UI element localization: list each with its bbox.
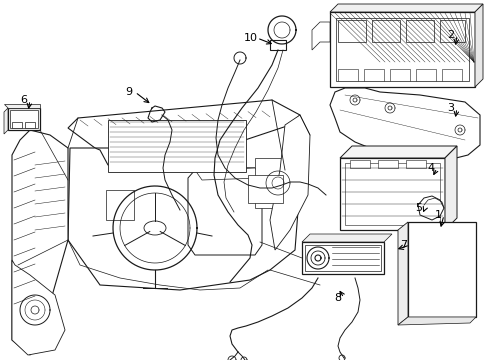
Polygon shape <box>398 222 408 325</box>
Bar <box>108 120 246 172</box>
Bar <box>10 110 38 128</box>
Text: 1: 1 <box>435 210 441 220</box>
Bar <box>406 160 426 168</box>
Polygon shape <box>68 148 300 290</box>
Bar <box>8 108 40 130</box>
Polygon shape <box>330 88 480 162</box>
Bar <box>305 245 381 271</box>
Bar <box>302 242 384 274</box>
Polygon shape <box>302 234 392 242</box>
Bar <box>416 69 436 81</box>
Bar <box>338 20 366 42</box>
Bar <box>330 12 475 87</box>
Polygon shape <box>12 130 68 355</box>
Text: 5: 5 <box>416 203 422 213</box>
Polygon shape <box>12 260 65 355</box>
Text: 4: 4 <box>427 163 435 173</box>
Bar <box>255 158 300 208</box>
Bar <box>408 222 476 317</box>
Ellipse shape <box>144 221 166 235</box>
Polygon shape <box>340 146 457 158</box>
Text: 2: 2 <box>447 30 455 40</box>
Bar <box>338 69 358 81</box>
Bar <box>350 160 370 168</box>
Bar <box>372 20 400 42</box>
Bar <box>406 20 434 42</box>
Bar <box>390 69 410 81</box>
Bar <box>270 40 286 50</box>
Text: 7: 7 <box>400 240 408 250</box>
Bar <box>442 69 462 81</box>
Polygon shape <box>4 108 8 134</box>
Polygon shape <box>68 100 300 148</box>
Bar <box>378 160 398 168</box>
Text: 6: 6 <box>21 95 27 105</box>
Polygon shape <box>330 4 483 12</box>
Text: 10: 10 <box>244 33 258 43</box>
Bar <box>25 122 35 128</box>
Bar <box>248 175 283 203</box>
Text: 3: 3 <box>447 103 455 113</box>
Polygon shape <box>418 196 444 220</box>
Bar <box>345 163 440 225</box>
Polygon shape <box>195 168 262 180</box>
Polygon shape <box>312 22 330 50</box>
Polygon shape <box>4 104 40 108</box>
Bar <box>340 158 445 230</box>
Polygon shape <box>475 4 483 87</box>
Text: 8: 8 <box>335 293 342 303</box>
Bar <box>336 18 469 81</box>
Bar <box>12 122 22 128</box>
Polygon shape <box>445 146 457 230</box>
Bar <box>364 69 384 81</box>
Polygon shape <box>188 168 262 255</box>
Bar <box>440 20 465 42</box>
Polygon shape <box>398 317 476 325</box>
Text: 9: 9 <box>125 87 133 97</box>
Polygon shape <box>270 115 310 250</box>
Bar <box>106 190 134 220</box>
